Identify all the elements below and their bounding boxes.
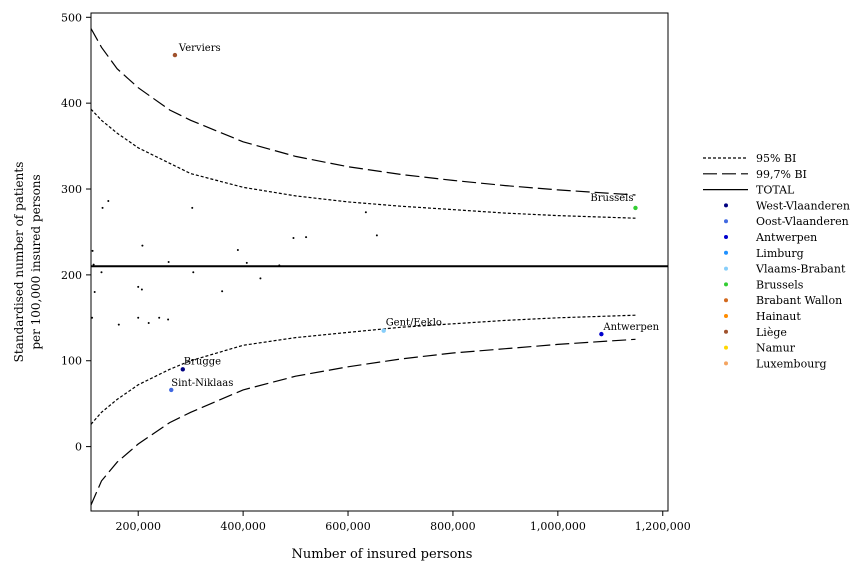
confidence-curves xyxy=(91,28,636,506)
ci997-lower-curve xyxy=(91,338,636,506)
y-tick-label: 100 xyxy=(61,355,82,368)
point-labels: Verviers Brussels Gent/Eeklo Antwerpen Brugg… xyxy=(171,43,659,389)
legend-item-label: Antwerpen xyxy=(755,231,817,244)
scatter-point xyxy=(117,323,120,326)
ci997-upper-curve xyxy=(91,28,636,196)
legend-item-label: Brussels xyxy=(756,278,804,291)
y-axis-label-line2: per 100,000 insured persons xyxy=(29,174,43,349)
point-label: Gent/Eeklo xyxy=(386,318,442,329)
legend-dot xyxy=(724,250,728,255)
scatter-point xyxy=(91,249,94,252)
point-label: Verviers xyxy=(178,43,221,54)
ci95-lower-curve xyxy=(91,314,636,425)
plot-frame xyxy=(90,12,669,512)
legend-item-label: Vlaams-Brabant xyxy=(755,263,846,276)
legend-dot xyxy=(724,314,728,318)
point-label: Brugge xyxy=(184,356,221,367)
legend-line-label: 99,7% BI xyxy=(756,168,807,181)
legend-dot xyxy=(724,345,728,350)
scatter-point xyxy=(292,236,295,239)
legend-dot xyxy=(724,329,728,334)
scatter-point xyxy=(305,236,308,239)
x-tick-label: 1,200,000 xyxy=(635,520,691,533)
scatter-point xyxy=(191,206,194,209)
scatter-point xyxy=(278,264,281,267)
labeled-point xyxy=(169,387,174,393)
y-tick-label: 300 xyxy=(61,183,82,196)
scatter-point xyxy=(259,277,262,280)
scatter-point xyxy=(167,261,170,263)
legend-item-label: Limburg xyxy=(756,247,804,260)
scatter-point xyxy=(91,316,94,319)
scatter-point xyxy=(147,321,150,324)
labeled-point xyxy=(180,367,185,372)
scatter-point xyxy=(101,206,104,209)
x-tick-label: 200,000 xyxy=(115,520,161,533)
x-axis-label: Number of insured persons xyxy=(292,547,473,562)
scatter-point xyxy=(221,290,224,293)
scatter-point xyxy=(140,288,143,291)
x-tick-label: 600,000 xyxy=(325,520,371,533)
legend-dot xyxy=(724,361,728,366)
labeled-point xyxy=(172,52,178,58)
y-axis-label-line1: Standardised number of patients xyxy=(12,162,26,363)
scatter-point xyxy=(141,244,144,247)
point-label: Brussels xyxy=(590,193,633,204)
x-tick-label: 800,000 xyxy=(430,520,476,533)
x-tick-label: 400,000 xyxy=(220,520,266,533)
legend-dot xyxy=(724,235,728,239)
point-label: Sint-Niklaas xyxy=(171,378,233,389)
scatter-point xyxy=(158,316,161,319)
legend: 95% BI 99,7% BI TOTAL West-Vlaanderen Oost-V… xyxy=(703,152,850,370)
legend-item-label: Luxembourg xyxy=(756,357,827,370)
scatter-point xyxy=(100,271,103,274)
legend-dot xyxy=(724,282,728,287)
labeled-point xyxy=(381,328,386,333)
legend-item-label: Oost-Vlaanderen xyxy=(756,215,849,228)
scatter-point xyxy=(92,263,95,266)
y-tick-label: 0 xyxy=(75,441,82,454)
legend-item-label: Brabant Wallon xyxy=(756,294,842,307)
labeled-point xyxy=(633,205,638,211)
scatter-point xyxy=(236,248,239,251)
point-label: Antwerpen xyxy=(602,322,659,333)
x-axis: 200,000 400,000 600,000 800,000 1,000,000 1,2… xyxy=(115,511,691,533)
legend-line-label: TOTAL xyxy=(756,184,795,197)
scatter-point xyxy=(137,285,140,288)
y-tick-label: 500 xyxy=(61,11,82,24)
legend-item-label: West-Vlaanderen xyxy=(756,199,850,212)
scatter-point xyxy=(375,234,378,237)
scatter-point xyxy=(192,271,195,274)
legend-dot xyxy=(724,266,728,271)
scatter-point xyxy=(107,200,110,203)
scatter-point xyxy=(167,318,170,321)
scatter-point xyxy=(364,211,367,214)
y-tick-label: 200 xyxy=(61,269,82,282)
data-points xyxy=(91,52,638,393)
legend-line-label: 95% BI xyxy=(756,152,796,165)
legend-item-label: Namur xyxy=(756,342,796,355)
x-tick-label: 1,000,000 xyxy=(530,520,586,533)
legend-item-label: Liège xyxy=(756,326,787,339)
legend-dot xyxy=(724,298,728,303)
scatter-point xyxy=(93,291,96,294)
ci95-upper-curve xyxy=(91,108,636,219)
legend-item-label: Hainaut xyxy=(756,310,801,323)
scatter-point xyxy=(137,316,140,319)
y-axis: 0 100 200 300 400 500 xyxy=(61,11,91,454)
y-tick-label: 400 xyxy=(61,97,82,110)
labeled-point xyxy=(599,331,604,337)
scatter-point xyxy=(245,261,248,264)
legend-dot xyxy=(724,219,728,224)
legend-dot xyxy=(724,203,728,208)
